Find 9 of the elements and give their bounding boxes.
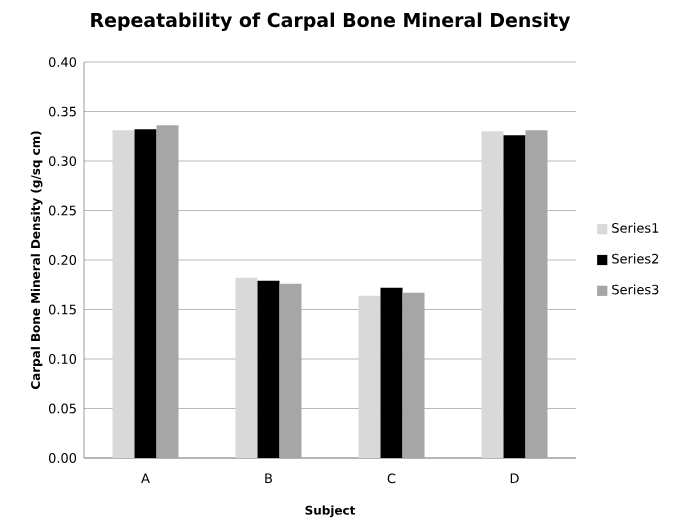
bar	[358, 295, 381, 458]
bar	[257, 280, 280, 458]
bar	[235, 277, 258, 458]
bar	[112, 130, 135, 458]
bar	[380, 287, 403, 458]
bar	[481, 131, 504, 458]
bar	[503, 135, 526, 458]
chart-title: Repeatability of Carpal Bone Mineral Density	[91, 12, 571, 32]
bar	[134, 129, 157, 458]
